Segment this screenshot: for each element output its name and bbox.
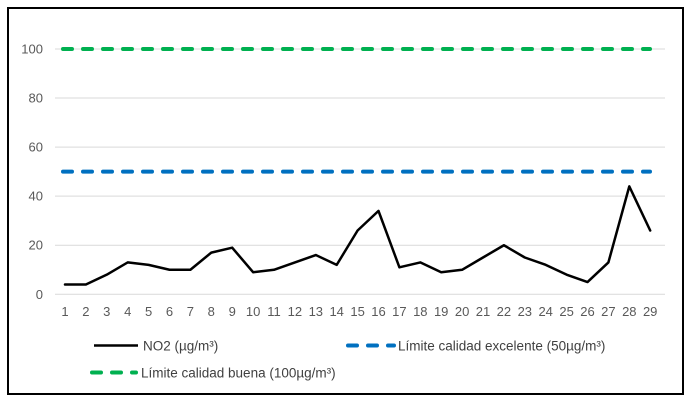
x-tick-label: 5 (145, 304, 152, 319)
y-axis-tick-labels: 0 20 40 60 80 100 (21, 41, 43, 301)
x-tick-label: 17 (392, 304, 406, 319)
x-tick-label: 27 (601, 304, 615, 319)
x-tick-label: 11 (267, 304, 281, 319)
chart-outer-border (7, 7, 684, 395)
y-tick-label: 80 (29, 91, 43, 106)
limit-lines (61, 46, 652, 174)
x-tick-label: 7 (187, 304, 194, 319)
x-tick-label: 20 (455, 304, 469, 319)
x-tick-label: 19 (434, 304, 448, 319)
x-tick-label: 4 (124, 304, 131, 319)
x-tick-label: 15 (350, 304, 364, 319)
x-tick-label: 12 (288, 304, 302, 319)
x-tick-label: 10 (246, 304, 260, 319)
x-tick-label: 3 (103, 304, 110, 319)
x-tick-label: 28 (622, 304, 636, 319)
x-tick-label: 26 (580, 304, 594, 319)
y-tick-label: 20 (29, 238, 43, 253)
x-tick-label: 13 (309, 304, 323, 319)
legend-label: Límite calidad excelente (50µg/m³) (398, 338, 605, 353)
x-tick-label: 6 (166, 304, 173, 319)
x-tick-label: 29 (643, 304, 657, 319)
x-tick-label: 8 (208, 304, 215, 319)
x-tick-label: 25 (559, 304, 573, 319)
x-tick-label: 1 (61, 304, 68, 319)
x-tick-label: 9 (229, 304, 236, 319)
x-tick-label: 16 (371, 304, 385, 319)
x-tick-label: 21 (476, 304, 490, 319)
x-tick-label: 24 (538, 304, 552, 319)
x-tick-label: 2 (82, 304, 89, 319)
x-tick-label: 23 (518, 304, 532, 319)
y-tick-label: 60 (29, 140, 43, 155)
x-tick-label: 18 (413, 304, 427, 319)
x-tick-label: 14 (329, 304, 343, 319)
x-axis-tick-labels: 1 2 3 4 5 6 7 8 9 10 11 12 13 14 15 16 17 18 19 20 21 22 23 24 2… (61, 304, 657, 319)
chart-legend: NO2 (µg/m³) Límite calidad excelente (50µ… (90, 338, 605, 380)
legend-label: Límite calidad buena (100µg/m³) (141, 365, 336, 380)
y-tick-label: 40 (29, 189, 43, 204)
series-lines (63, 185, 652, 286)
no2-series-line (63, 185, 652, 286)
y-tick-label: 100 (21, 41, 43, 56)
x-tick-label: 22 (497, 304, 511, 319)
y-tick-label: 0 (36, 287, 43, 302)
legend-label: NO2 (µg/m³) (143, 338, 218, 353)
